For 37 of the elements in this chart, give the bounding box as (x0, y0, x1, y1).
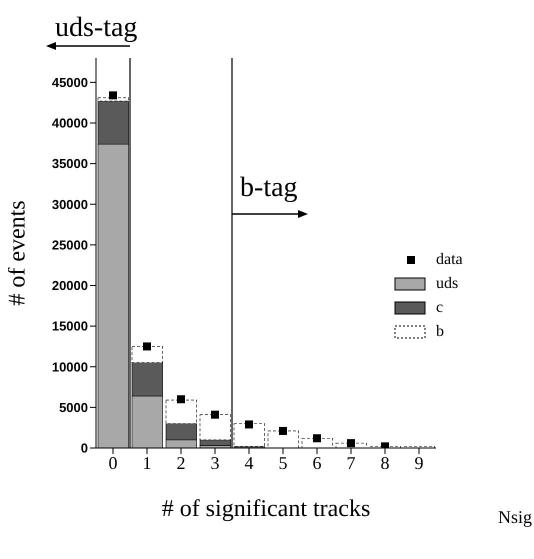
y-tick-label: 5000 (59, 400, 88, 415)
x-tick-label: 9 (414, 452, 424, 473)
legend-label: b (436, 323, 444, 341)
y-tick-label: 30000 (52, 196, 88, 212)
y-axis-title: # of events (4, 200, 31, 306)
y-tick-label: 15000 (52, 318, 88, 334)
point (245, 420, 253, 428)
x-tick-label: 1 (142, 452, 152, 473)
x-tick-label: 0 (108, 452, 118, 473)
x-axis-title: # of significant tracks (162, 496, 370, 522)
point (279, 426, 287, 435)
y-tick-label: 10000 (52, 359, 88, 374)
x-tick-label: 3 (210, 452, 220, 473)
y-tick-label: 35000 (52, 156, 88, 172)
x-tick-label: 5 (278, 452, 288, 473)
text: Nsig (498, 507, 532, 528)
x-tick-label: 6 (312, 452, 322, 473)
x-tick-label: 4 (244, 452, 254, 473)
ref-line-label: b-tag (240, 172, 298, 203)
legend-label: uds (436, 275, 458, 293)
x-tick-label: 2 (176, 452, 186, 473)
point (347, 439, 355, 448)
y-tick-label: 25000 (52, 237, 88, 252)
point (143, 342, 151, 350)
legend-label: c (436, 299, 444, 317)
y-tick-label: 40000 (52, 116, 88, 131)
legend-label: uds-tag (55, 12, 138, 43)
y-tick-label: 45000 (52, 74, 88, 90)
y-tick-label: 20000 (52, 278, 88, 294)
point (177, 395, 185, 404)
point (109, 91, 117, 100)
point (313, 434, 321, 442)
x-tick-label: 8 (380, 452, 390, 473)
point (211, 410, 219, 419)
x-tick-label: 7 (346, 452, 356, 473)
legend-label: data (436, 251, 463, 269)
y-tick-label: 0 (80, 440, 88, 456)
